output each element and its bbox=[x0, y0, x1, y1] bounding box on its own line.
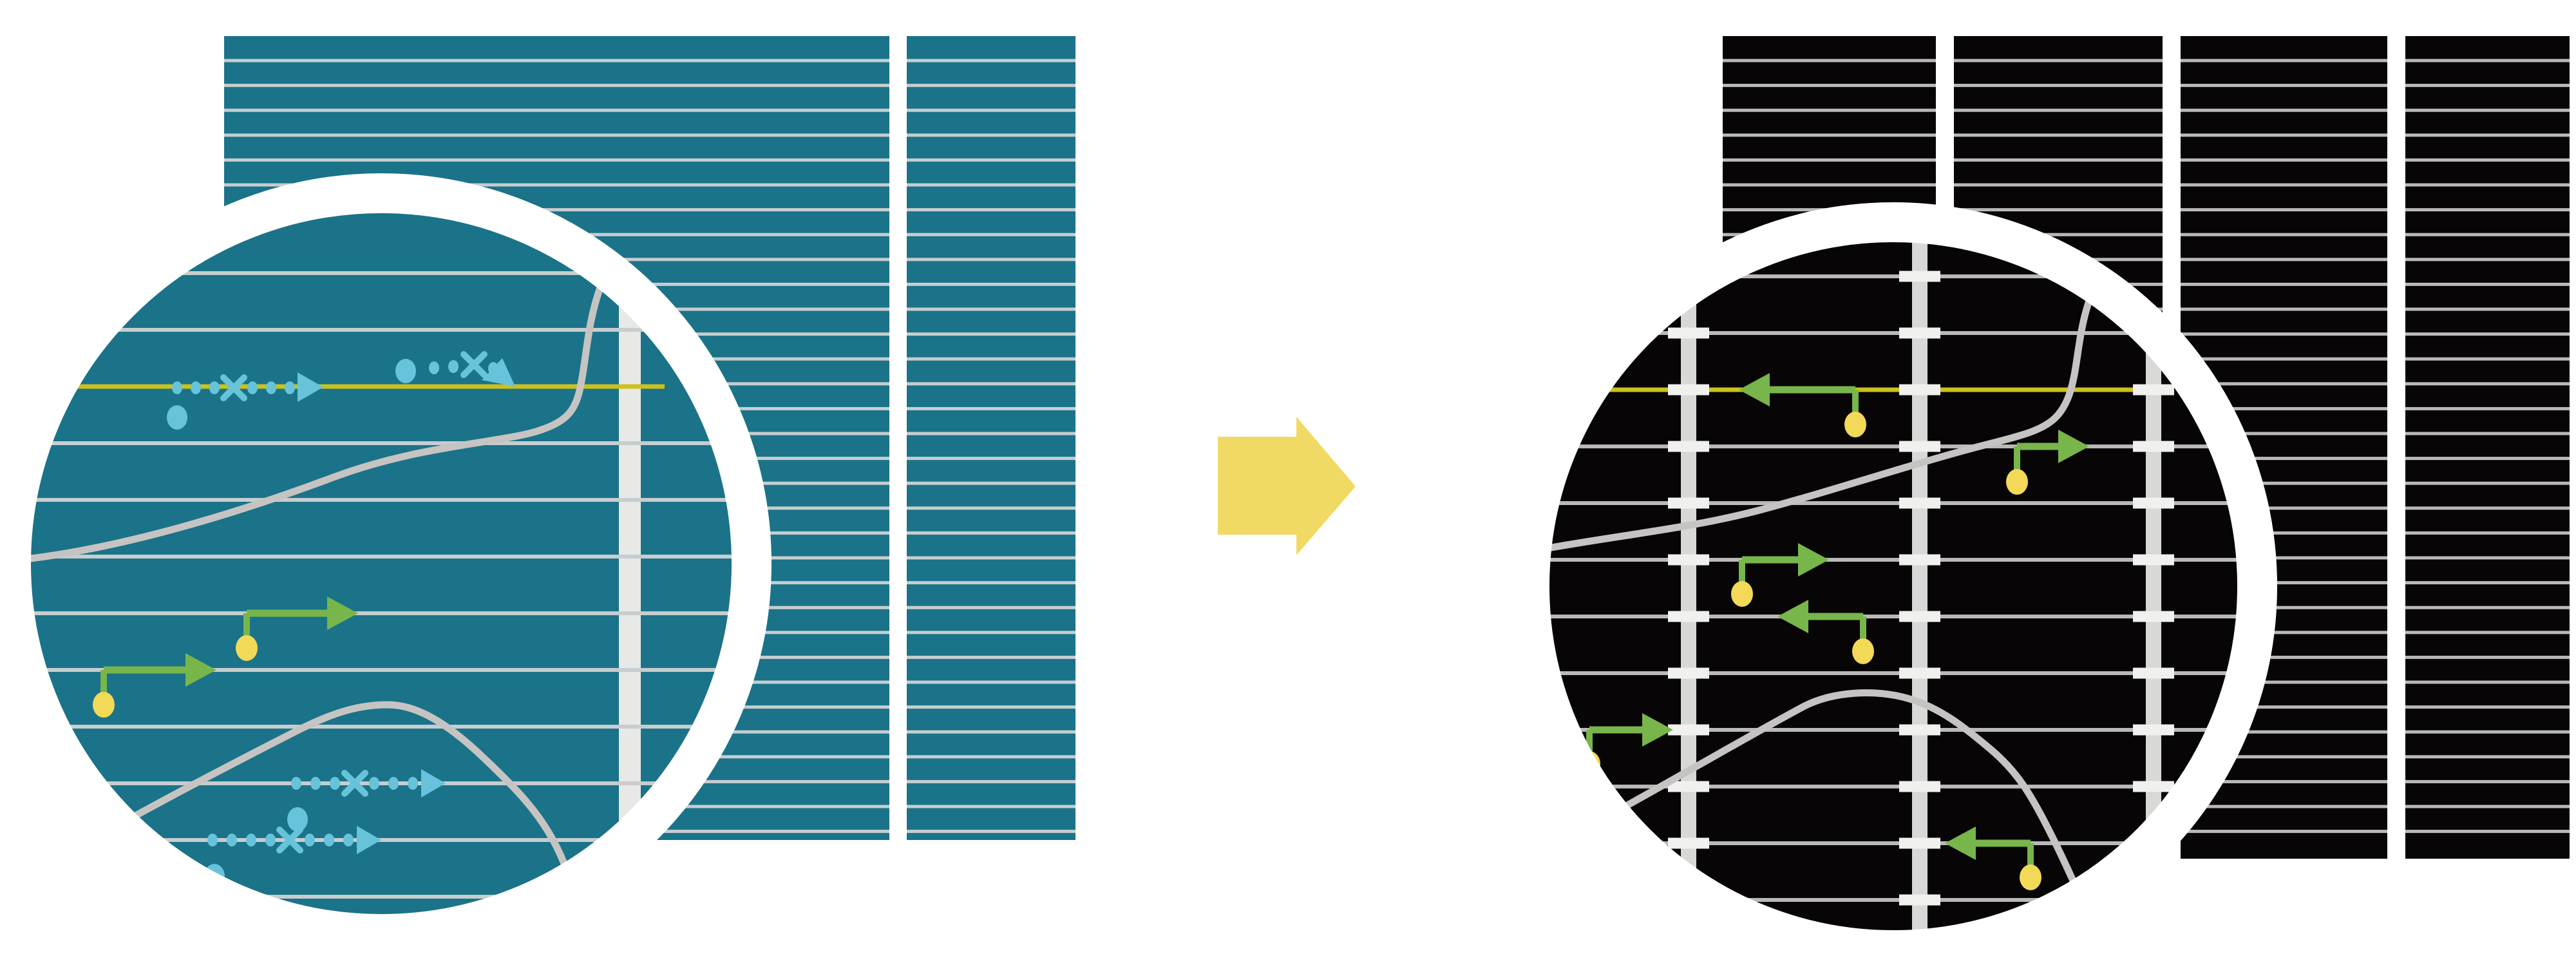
left-magnifier-detail bbox=[0, 173, 772, 954]
transform-arrow-icon bbox=[1218, 417, 1356, 555]
right-magnifier-detail bbox=[1510, 202, 2277, 970]
